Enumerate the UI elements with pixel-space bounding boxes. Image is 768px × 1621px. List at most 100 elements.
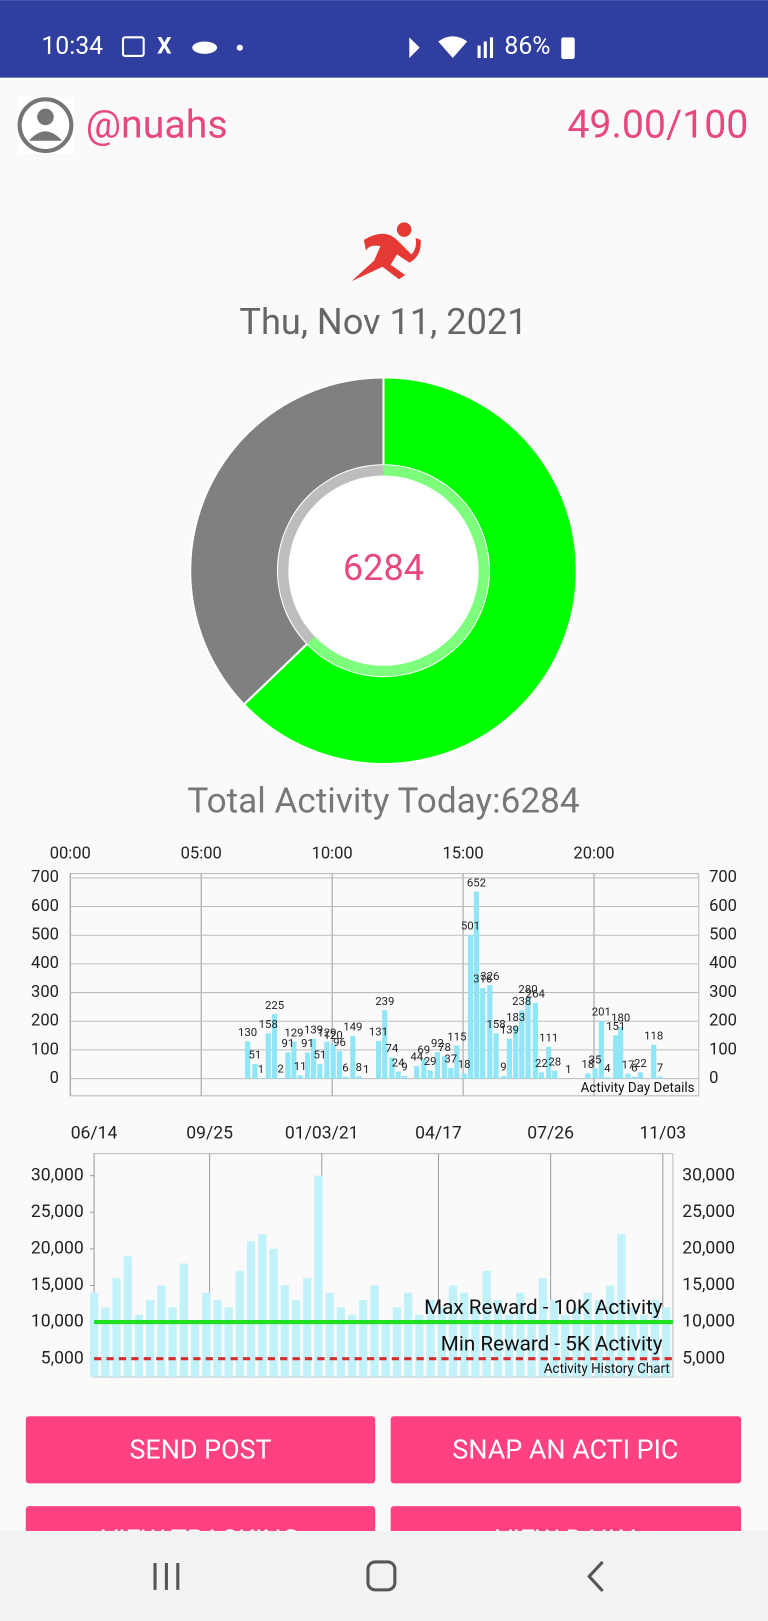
data-label: 78 [438, 1040, 451, 1054]
bar [650, 1300, 660, 1377]
bar [651, 1044, 657, 1079]
y-tick-label: 25,000 [31, 1202, 84, 1222]
data-label: 316 [473, 972, 492, 986]
data-label: 6 [342, 1061, 348, 1075]
bar [271, 1014, 278, 1079]
avatar[interactable] [17, 97, 75, 155]
score: 49.00/100 [567, 102, 748, 148]
bar [414, 1065, 420, 1079]
bar [538, 1278, 547, 1377]
data-label: 201 [592, 1005, 611, 1019]
button[interactable] [25, 1416, 376, 1484]
bar [395, 1071, 401, 1079]
data-label: 139 [304, 1022, 323, 1036]
data-label: 130 [238, 1025, 257, 1039]
bar [538, 1072, 544, 1079]
bar [426, 1300, 435, 1377]
y-tick-label: 20,000 [31, 1238, 84, 1258]
nav-buttons [153, 1560, 604, 1592]
nav-home[interactable] [366, 1560, 397, 1592]
bar [202, 1292, 211, 1377]
bar [213, 1300, 222, 1377]
bar [561, 1314, 570, 1377]
bar [532, 1002, 538, 1079]
data-label: 129 [284, 1025, 303, 1039]
data-label: 29 [424, 1054, 437, 1068]
bar [146, 1300, 155, 1377]
bar [604, 1077, 610, 1079]
data-label: 180 [611, 1011, 630, 1025]
bar [467, 934, 473, 1079]
bar [618, 1026, 624, 1079]
bar [504, 1314, 514, 1377]
bar [246, 1241, 256, 1377]
data-label: 22 [634, 1056, 647, 1070]
inner-ring-progress [307, 465, 489, 677]
bar [291, 1300, 301, 1377]
bar [304, 1052, 311, 1079]
bar [662, 1307, 671, 1377]
x-tick-label: 07/26 [527, 1124, 574, 1144]
data-label: 17 [622, 1057, 635, 1071]
bar [519, 1010, 525, 1079]
donut-center [288, 475, 479, 666]
y-tick-label: 100 [31, 1040, 59, 1059]
y-tick-label: 200 [31, 1012, 59, 1031]
bar [291, 1041, 297, 1079]
bar [258, 1234, 267, 1377]
center-value: 6284 [343, 546, 424, 589]
data-label: 149 [343, 1020, 362, 1034]
nav-recents[interactable] [153, 1562, 180, 1590]
bar [592, 1068, 598, 1079]
bar [493, 1300, 503, 1377]
bar [525, 998, 531, 1079]
x-tick-label: 09/25 [186, 1124, 233, 1144]
bar [157, 1285, 166, 1377]
bar [336, 1307, 345, 1377]
y-tick-label: 600 [31, 897, 59, 916]
bar [190, 1322, 200, 1377]
data-label: 4 [604, 1061, 611, 1075]
bar [356, 1076, 362, 1079]
bar [583, 1292, 592, 1377]
data-label: 158 [486, 1017, 505, 1031]
data-label: 22 [535, 1056, 548, 1070]
y-tick-label: 700 [31, 868, 59, 887]
button-label[interactable]: SNAP AN ACTI PIC [452, 1433, 678, 1465]
y2-tick-label: 500 [709, 926, 737, 945]
bar [487, 985, 493, 1079]
bar [330, 1044, 336, 1079]
data-label: 501 [461, 919, 480, 933]
reference-label: Min Reward - 5K Activity [441, 1333, 663, 1357]
y2-tick-label: 15,000 [682, 1275, 735, 1295]
button-label[interactable]: SEND POST [129, 1433, 271, 1465]
button[interactable] [390, 1416, 742, 1484]
nav-back[interactable] [587, 1560, 604, 1592]
x-tick-label: 11/03 [639, 1124, 686, 1144]
bar [516, 1292, 525, 1377]
data-label: 11 [294, 1059, 307, 1073]
y-tick-label: 5,000 [41, 1348, 84, 1368]
data-label: 111 [539, 1030, 558, 1044]
bar [265, 1033, 271, 1079]
bar [613, 1035, 619, 1079]
bar [625, 1073, 631, 1079]
chart-annotation: Activity History Chart [544, 1362, 670, 1377]
data-label: 44 [410, 1050, 423, 1064]
y2-tick-label: 400 [709, 954, 737, 973]
x-tick-label: 20:00 [573, 844, 614, 863]
username[interactable]: @nuahs [86, 102, 228, 148]
bar [303, 1278, 312, 1377]
x-tick-label: 10:00 [312, 844, 353, 863]
data-label: 1 [363, 1062, 369, 1076]
data-label: 6 [631, 1061, 637, 1075]
bar [598, 1020, 604, 1079]
bar [252, 1063, 258, 1079]
data-label: 225 [265, 998, 284, 1012]
data-label: 24 [392, 1055, 405, 1069]
bar [325, 1292, 334, 1377]
data-label: 1 [258, 1062, 264, 1076]
y2-tick-label: 5,000 [682, 1348, 725, 1368]
